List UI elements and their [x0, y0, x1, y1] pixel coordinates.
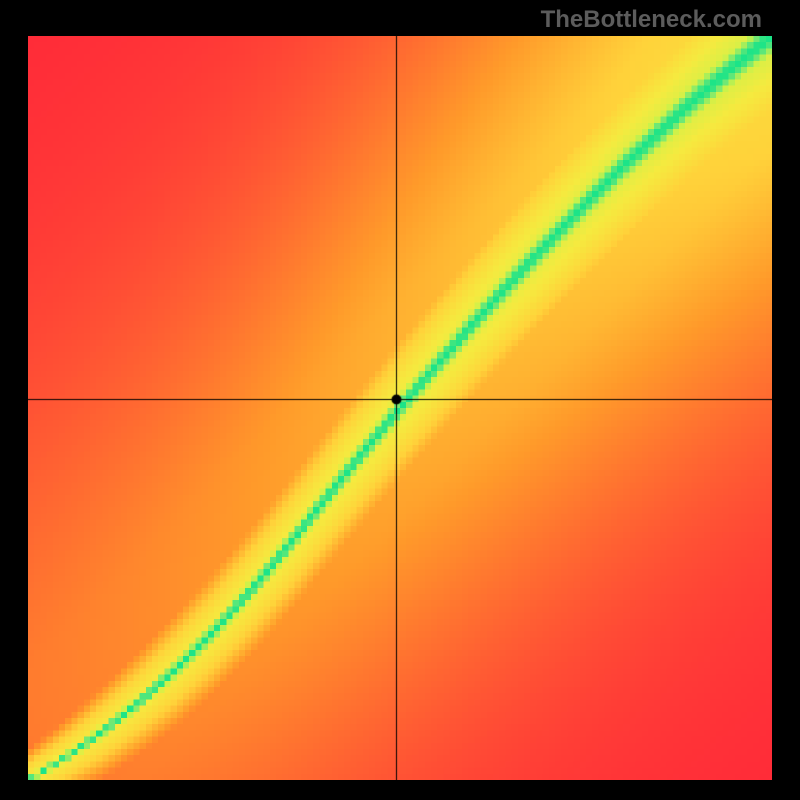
crosshair-overlay: [28, 36, 772, 780]
chart-container: TheBottleneck.com: [0, 0, 800, 800]
watermark-text: TheBottleneck.com: [541, 6, 762, 34]
